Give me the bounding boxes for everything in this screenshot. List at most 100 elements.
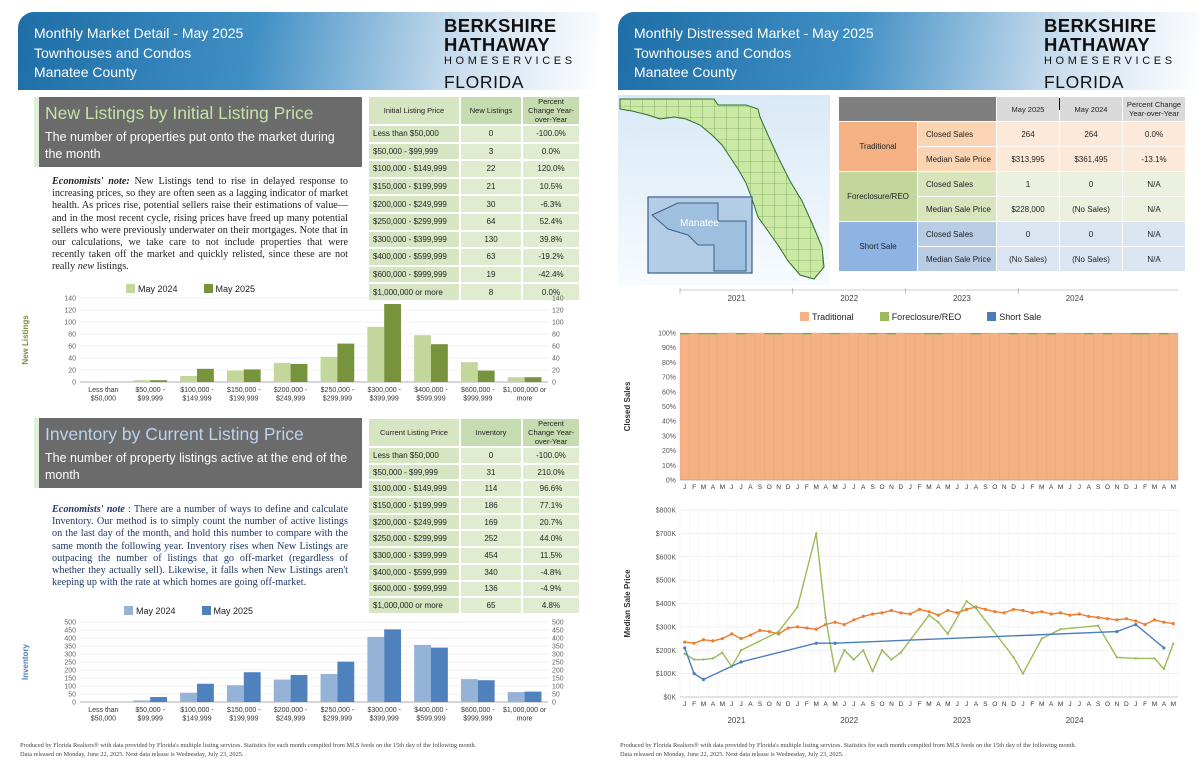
table-row: $150,000 - $199,999 21 10.5% <box>368 177 580 196</box>
table-row: Short Sale Closed Sales 0 0 N/A <box>839 222 1185 271</box>
point-traditional <box>908 612 912 616</box>
x-tick-label: Less than <box>88 707 118 714</box>
bar-foreclosure-reo <box>708 333 718 335</box>
point-foreclosure-reo <box>871 670 874 673</box>
x-tick-label: O <box>1105 484 1110 491</box>
bar-traditional <box>820 333 831 481</box>
bar-foreclosure-reo <box>1168 333 1178 334</box>
bar-foreclosure-reo <box>802 333 812 335</box>
bar-foreclosure-reo <box>1008 333 1019 335</box>
bar-may-2025 <box>243 672 261 702</box>
point-foreclosure-reo <box>796 605 799 609</box>
bar-traditional <box>783 333 793 481</box>
map-county-label: Manatee <box>680 218 719 229</box>
point-traditional <box>748 633 753 637</box>
x-tick-label: O <box>992 484 997 491</box>
table-cell: 130 <box>460 230 522 249</box>
y-tick-label-right: 0 <box>552 380 556 387</box>
x-tick-label: M <box>814 484 819 491</box>
x-tick-label: D <box>898 701 903 708</box>
x-tick-label: $399,999 <box>370 396 399 403</box>
bar-foreclosure-reo <box>1046 333 1056 335</box>
x-tick-label: J <box>1021 484 1024 491</box>
county-name: Manatee County <box>34 64 137 80</box>
florida-map-graphic: Manatee <box>619 98 825 280</box>
x-tick-label: M <box>926 701 931 708</box>
table-cell: $100,000 - $149,999 <box>368 480 460 498</box>
bar-traditional <box>952 332 963 481</box>
bar-short-sale <box>1046 333 1056 334</box>
bar-traditional <box>1046 334 1056 481</box>
point-traditional <box>701 638 706 642</box>
y-tick-label: $0K <box>664 695 677 702</box>
table-row: Foreclosure/REO Closed Sales 1 0 N/A <box>839 172 1185 221</box>
table-cell: 340 <box>460 563 522 581</box>
point-foreclosure-reo <box>899 651 903 654</box>
point-traditional <box>889 608 894 613</box>
x-tick-label: M <box>1039 701 1044 708</box>
x-tick-label: F <box>918 701 922 708</box>
point-foreclosure-reo <box>739 649 743 652</box>
table-row: Median Sale Price $313,995 $361,495 -13.1% <box>839 147 1185 171</box>
y-tick-label: 400 <box>64 636 76 643</box>
section-title: New Listings by Initial Listing Price <box>45 103 314 123</box>
bar-short-sale <box>802 333 812 334</box>
x-tick-label: $200,000 - <box>274 707 308 714</box>
table-cell: 3 <box>460 142 522 161</box>
column-header: May 2025 <box>997 97 1059 121</box>
year-label: 2023 <box>953 294 971 303</box>
y-tick-label-right: 300 <box>552 652 564 659</box>
point-traditional <box>1143 622 1147 627</box>
bar-may-2025 <box>197 368 214 382</box>
point-traditional <box>814 627 818 631</box>
x-tick-label: M <box>701 701 706 708</box>
table-row: $600,000 - $999,999 136 -4.9% <box>368 580 580 598</box>
bar-may-2025 <box>197 683 214 702</box>
point-traditional <box>1021 608 1025 613</box>
table-cell: Closed Sales <box>918 222 996 246</box>
bar-may-2025 <box>384 304 402 382</box>
x-tick-label: $99,999 <box>138 716 163 723</box>
x-tick-label: M <box>701 484 706 491</box>
bar-foreclosure-reo <box>764 333 774 335</box>
table-cell: $200,000 - $249,999 <box>368 513 460 531</box>
bar-may-2024 <box>133 700 151 702</box>
year-label: 2021 <box>727 294 745 303</box>
table-cell: 136 <box>460 580 522 598</box>
x-tick-label: J <box>1068 484 1071 491</box>
x-tick-label: $599,999 <box>416 396 445 403</box>
x-tick-label: A <box>1087 701 1092 708</box>
y-tick-label: 90% <box>662 345 676 352</box>
section-title: Inventory by Current Listing Price <box>45 424 304 444</box>
y-tick-label: 100 <box>64 320 76 327</box>
bar-traditional <box>1018 333 1028 481</box>
x-tick-label: A <box>823 701 828 708</box>
table-row: $150,000 - $199,999 186 77.1% <box>368 497 580 514</box>
bar-may-2025 <box>243 369 261 382</box>
x-tick-label: S <box>870 701 875 708</box>
table-row: Less than $50,000 0 -100.0% <box>368 125 580 143</box>
x-tick-label: $599,999 <box>416 716 445 723</box>
point-traditional <box>1068 613 1072 617</box>
x-tick-label: M <box>926 484 931 491</box>
point-foreclosure-reo <box>1012 656 1015 659</box>
bar-short-sale <box>1131 333 1141 334</box>
bar-may-2025 <box>290 674 308 702</box>
point-traditional <box>1058 611 1063 615</box>
table-cell: -6.3% <box>522 195 580 213</box>
x-tick-label: D <box>1124 701 1129 708</box>
bar-traditional <box>689 333 699 481</box>
x-tick-label: $50,000 <box>91 396 116 403</box>
table-cell: Closed Sales <box>918 172 996 196</box>
bar-short-sale <box>830 333 840 334</box>
x-tick-label: $1,000,000 or <box>503 707 547 714</box>
bar-may-2024 <box>273 362 291 382</box>
table-cell: 8 <box>460 283 522 301</box>
y-tick-label: 60 <box>68 344 76 351</box>
bar-may-2024 <box>507 377 525 382</box>
point-traditional <box>936 613 940 617</box>
point-traditional <box>983 607 987 611</box>
x-tick-label: $199,999 <box>229 716 258 723</box>
bar-traditional <box>848 332 859 481</box>
bar-traditional <box>830 334 840 481</box>
